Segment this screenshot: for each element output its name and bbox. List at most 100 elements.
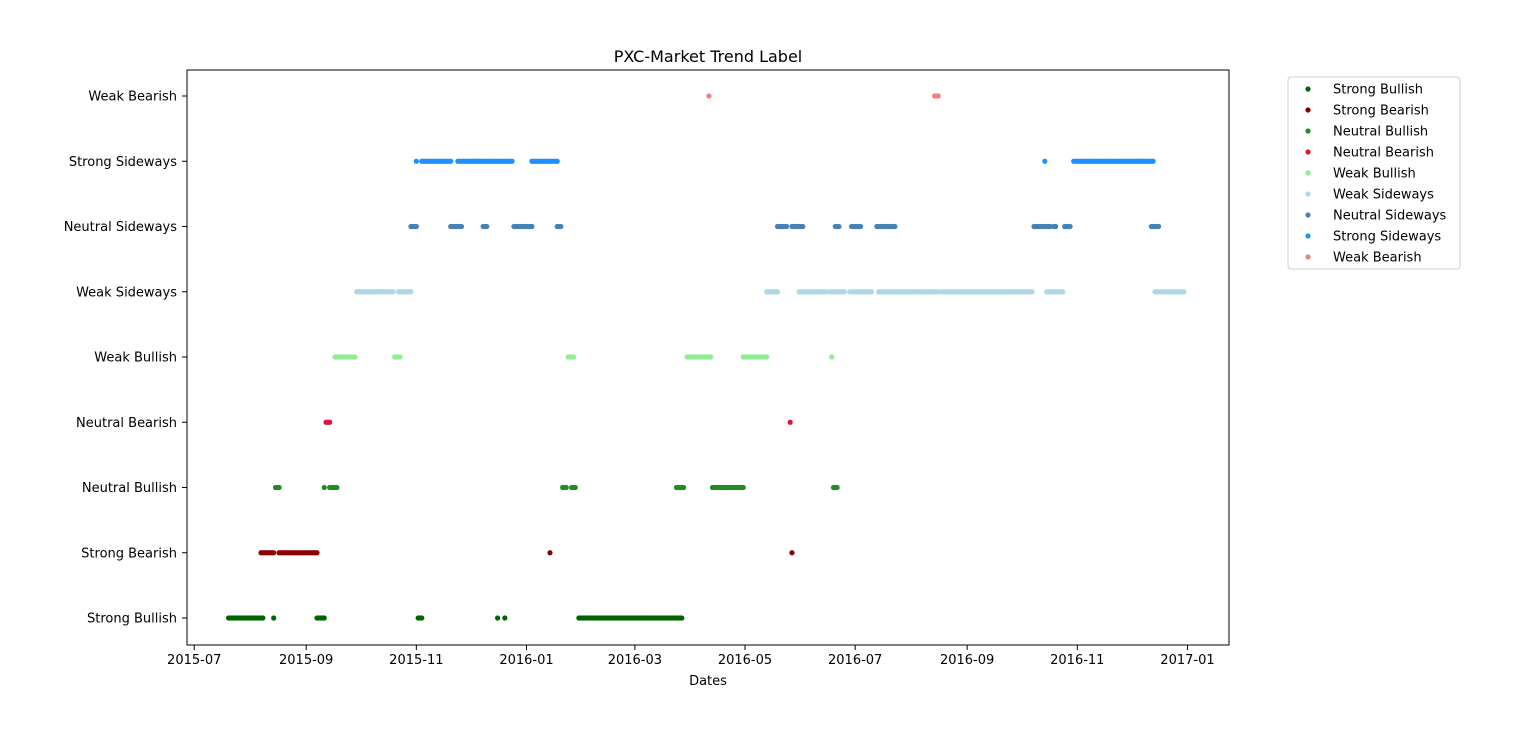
data-point xyxy=(836,223,842,230)
data-point xyxy=(783,223,790,230)
y-tick-label: Strong Bearish xyxy=(81,546,177,561)
legend-box xyxy=(1287,76,1461,270)
data-point xyxy=(321,615,327,621)
x-tick-label: 2016-05 xyxy=(718,653,772,668)
x-tick-label: 2017-01 xyxy=(1160,653,1214,668)
data-point xyxy=(706,93,712,99)
legend-label: Strong Bullish xyxy=(1333,83,1423,98)
data-point xyxy=(413,223,419,230)
data-point xyxy=(458,223,465,230)
data-point xyxy=(327,419,333,425)
data-point xyxy=(397,354,403,360)
chart-title: PXC-Market Trend Label xyxy=(614,47,803,66)
data-point xyxy=(314,550,320,556)
legend-label: Weak Bullish xyxy=(1333,167,1416,182)
data-point xyxy=(1150,158,1156,164)
legend-label: Neutral Bearish xyxy=(1333,146,1434,161)
data-point xyxy=(502,615,508,621)
data-point xyxy=(1042,158,1048,164)
data-point xyxy=(1060,289,1066,295)
y-tick-label: Neutral Bullish xyxy=(82,481,177,496)
data-point xyxy=(558,223,564,230)
data-point xyxy=(1181,289,1187,295)
legend-marker xyxy=(1305,191,1311,197)
data-point xyxy=(1155,223,1162,230)
data-point xyxy=(547,550,553,556)
legend-marker xyxy=(1305,254,1311,260)
data-point xyxy=(800,223,806,230)
data-point xyxy=(868,289,875,295)
legend: Strong Bullish Strong Bearish Neutral Bull… xyxy=(1287,76,1461,270)
x-tick-label: 2016-09 xyxy=(940,653,994,668)
legend-label: Weak Sideways xyxy=(1333,188,1434,203)
legend-marker xyxy=(1305,107,1311,113)
legend-label: Neutral Bullish xyxy=(1333,125,1428,140)
legend-label: Neutral Sideways xyxy=(1333,209,1447,224)
data-point xyxy=(858,223,864,230)
x-axis: 2015-07 2015-09 2015-11 2016-01 2016-03 2016-… xyxy=(167,645,1215,668)
data-point xyxy=(509,158,515,164)
legend-marker xyxy=(1305,86,1311,92)
data-point xyxy=(829,354,835,360)
data-point xyxy=(1053,223,1059,230)
data-point xyxy=(935,93,941,99)
data-point xyxy=(419,615,425,621)
x-tick-label: 2015-07 xyxy=(167,653,221,668)
data-point xyxy=(529,223,535,230)
data-point xyxy=(679,615,685,621)
data-point xyxy=(935,289,941,295)
y-tick-label: Neutral Bearish xyxy=(76,416,177,431)
data-point xyxy=(681,484,687,491)
x-tick-label: 2015-11 xyxy=(389,653,443,668)
data-point xyxy=(554,158,560,164)
legend-marker xyxy=(1305,170,1311,176)
data-point xyxy=(390,289,396,295)
data-point xyxy=(764,354,770,360)
x-tick-label: 2016-01 xyxy=(499,653,553,668)
y-tick-label: Neutral Sideways xyxy=(64,220,178,235)
data-point xyxy=(774,289,781,295)
legend-label: Weak Bearish xyxy=(1333,251,1422,266)
y-tick-label: Strong Bullish xyxy=(87,612,177,627)
data-point xyxy=(271,550,277,556)
data-point xyxy=(740,484,746,491)
legend-marker xyxy=(1305,233,1311,239)
legend-marker xyxy=(1305,212,1311,218)
data-point xyxy=(495,615,501,621)
data-point xyxy=(413,158,419,164)
data-point xyxy=(1047,223,1053,230)
data-point xyxy=(484,223,490,230)
x-tick-label: 2016-07 xyxy=(828,653,882,668)
x-tick-label: 2015-09 xyxy=(279,653,333,668)
data-point xyxy=(276,484,282,491)
data-point xyxy=(1067,223,1073,230)
legend-label: Strong Sideways xyxy=(1333,230,1441,245)
legend-label: Strong Bearish xyxy=(1333,104,1429,119)
points-layer xyxy=(225,93,1187,621)
data-point xyxy=(334,484,340,491)
y-tick-label: Weak Sideways xyxy=(76,285,177,300)
x-tick-label: 2016-03 xyxy=(608,653,662,668)
data-point xyxy=(572,484,578,491)
x-tick-label: 2016-11 xyxy=(1050,653,1104,668)
data-point xyxy=(789,550,795,556)
y-tick-label: Weak Bullish xyxy=(94,351,177,366)
data-point xyxy=(448,158,454,164)
legend-marker xyxy=(1305,128,1311,134)
data-point xyxy=(563,484,569,491)
data-point xyxy=(260,615,266,621)
data-point xyxy=(570,354,577,360)
data-point xyxy=(321,484,327,491)
data-point xyxy=(892,223,898,230)
data-point xyxy=(271,615,277,621)
data-point xyxy=(834,484,840,491)
data-point xyxy=(841,289,847,295)
data-point xyxy=(787,419,793,425)
y-tick-label: Weak Bearish xyxy=(88,90,177,105)
legend-marker xyxy=(1305,149,1311,155)
y-axis: Strong Bullish Strong Bearish Neutral Bull… xyxy=(64,90,187,627)
data-point xyxy=(408,289,414,295)
